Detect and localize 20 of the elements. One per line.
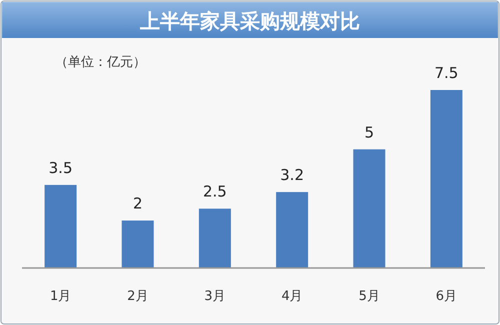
x-tick-label: 1月: [50, 289, 72, 304]
data-label: 3.5: [48, 158, 73, 177]
data-label: 2.5: [202, 182, 227, 201]
data-label: 7.5: [434, 64, 458, 82]
data-label: 3.2: [280, 166, 304, 184]
x-tick-label: 4月: [281, 289, 303, 304]
bar: [276, 192, 308, 268]
bar: [430, 90, 462, 268]
x-tick-label: 5月: [358, 289, 380, 304]
chart-title: 上半年家具采购规模对比: [139, 9, 360, 33]
bar: [44, 184, 77, 268]
x-tick-label: 3月: [204, 289, 226, 304]
x-tick-label: 2月: [127, 289, 148, 304]
data-label: 5: [364, 123, 374, 142]
bar: [198, 208, 231, 268]
text: （单位：亿元）: [55, 55, 146, 70]
x-tick-label: 6月: [436, 289, 458, 304]
bar: [353, 149, 386, 268]
data-label: 2: [132, 194, 143, 213]
bar: [122, 220, 154, 268]
